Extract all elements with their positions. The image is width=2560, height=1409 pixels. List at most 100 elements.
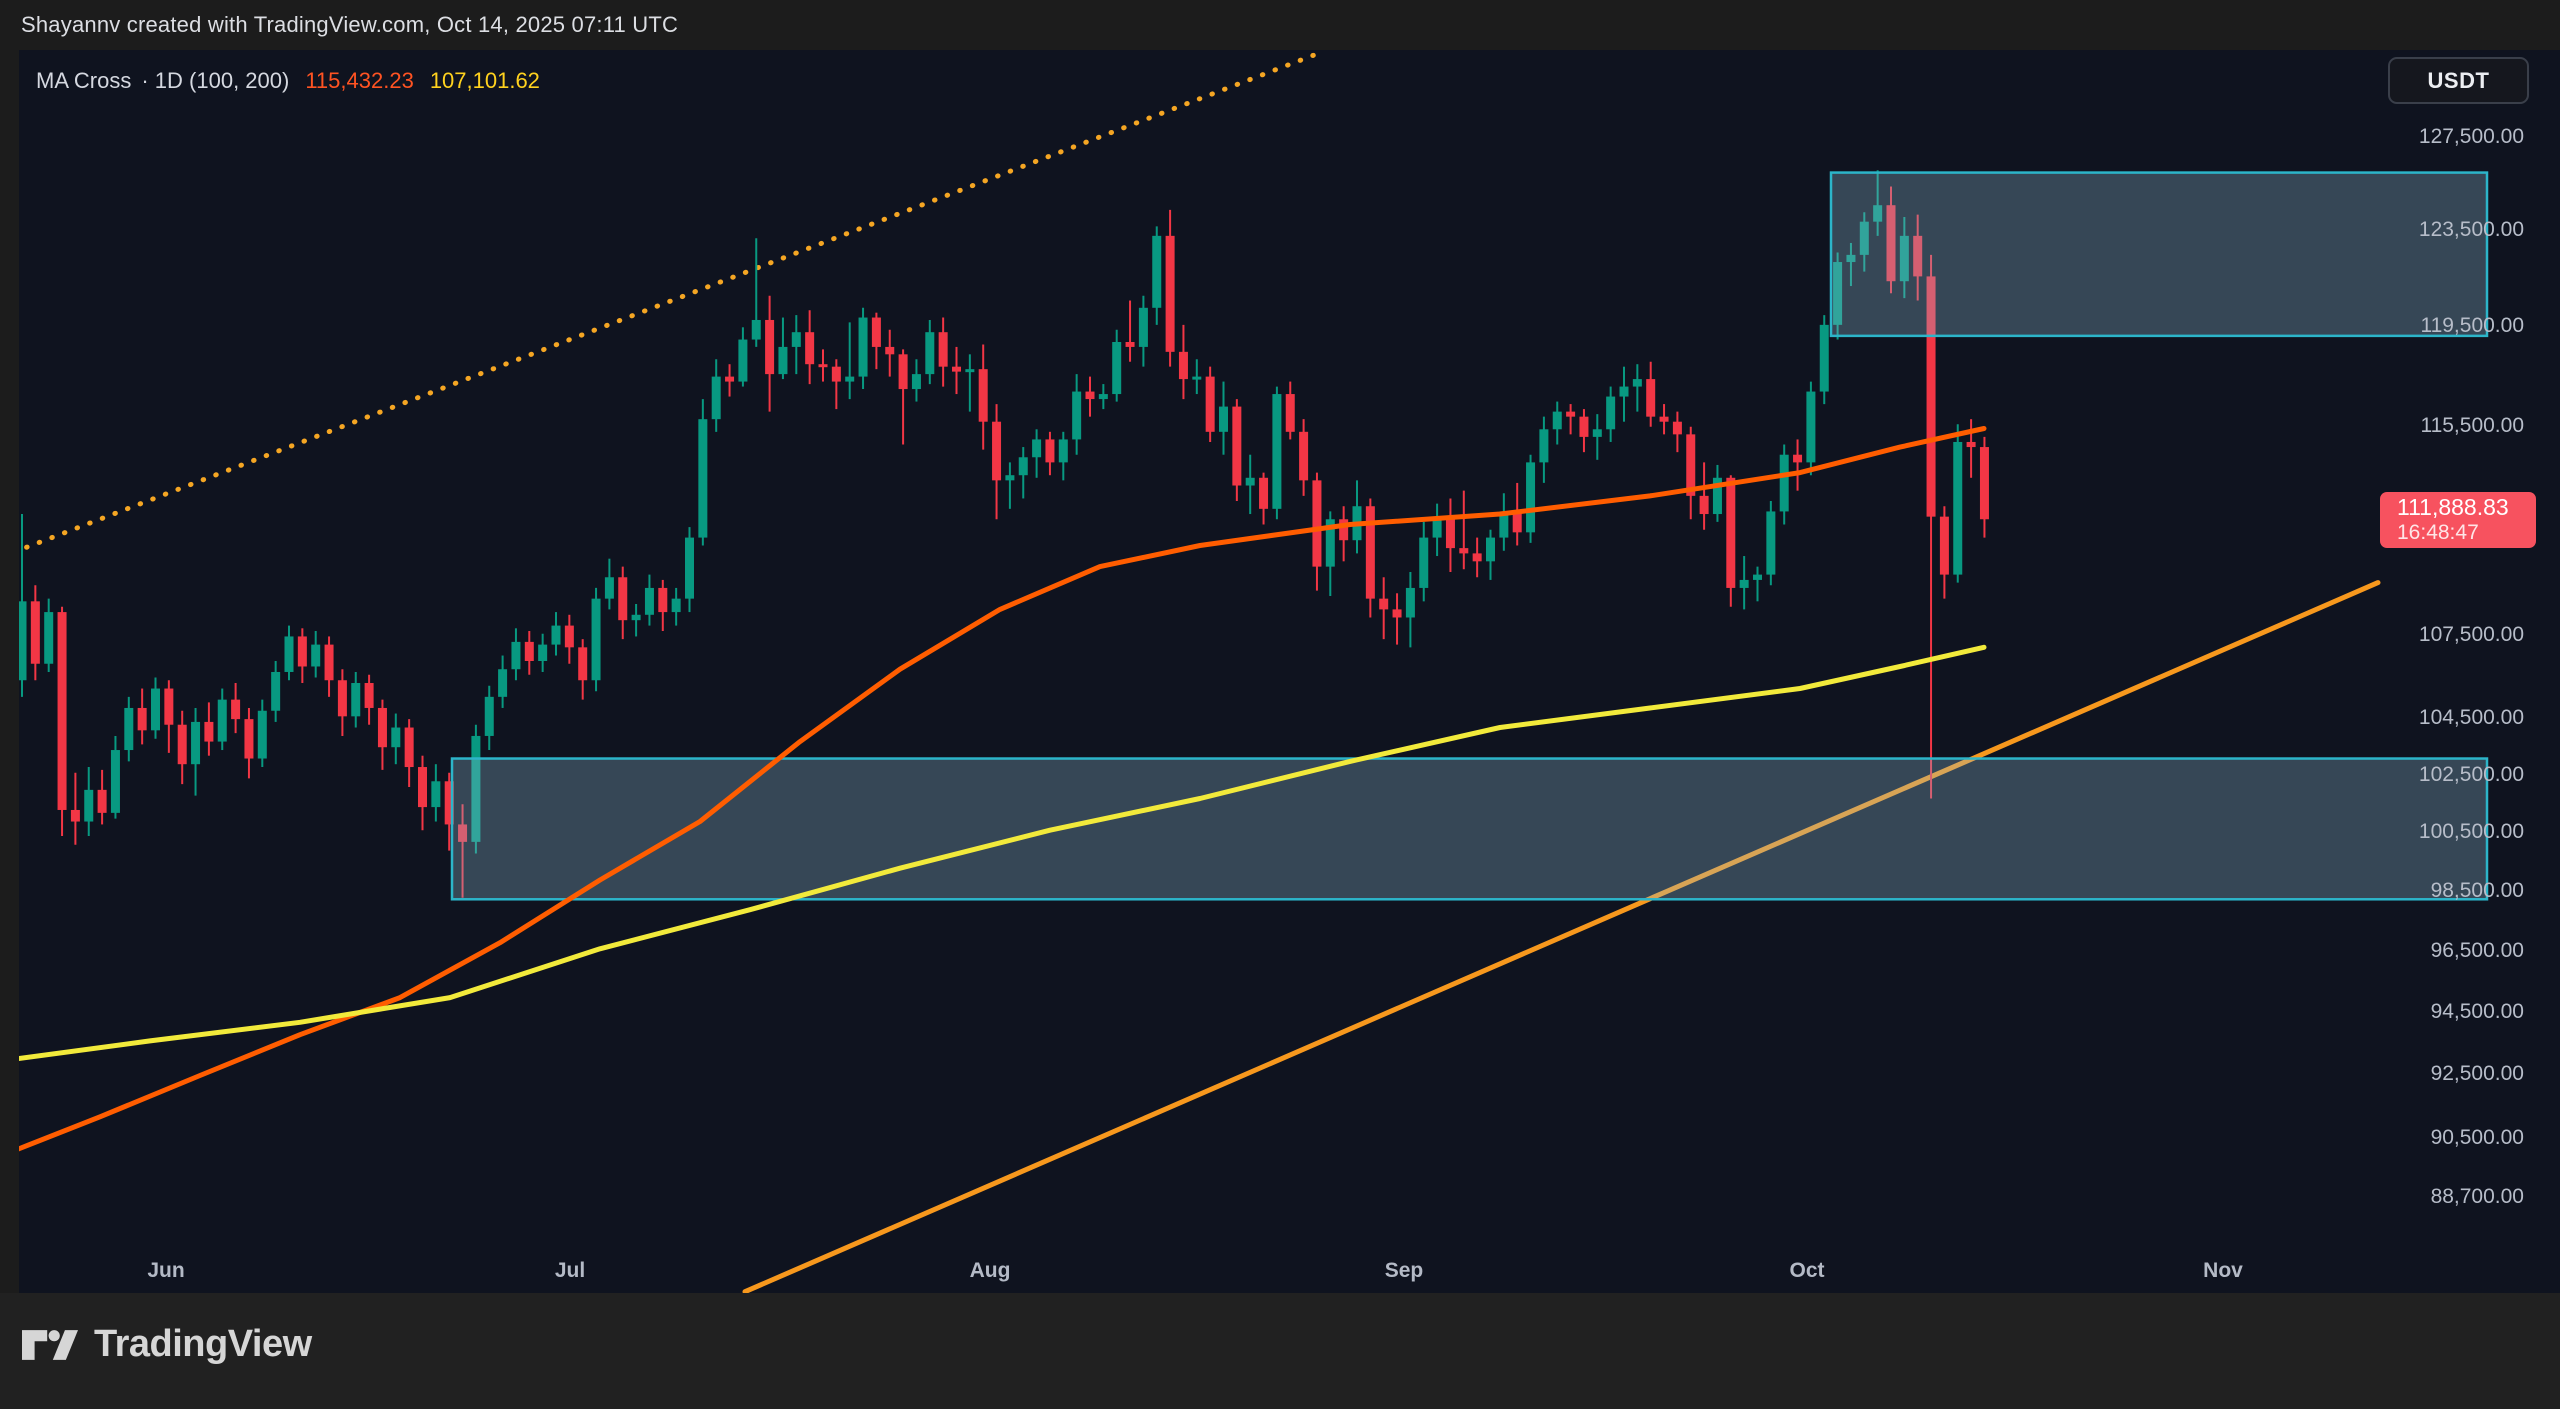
candle — [1098, 384, 1108, 410]
candle — [818, 349, 828, 382]
candle — [1926, 254, 1936, 799]
candle — [671, 587, 681, 626]
candle — [1032, 429, 1042, 478]
candle — [1873, 170, 1883, 236]
candle — [845, 322, 855, 400]
candle — [177, 710, 187, 785]
month-label-jun: Jun — [147, 1259, 185, 1282]
candle — [1445, 498, 1455, 572]
ma100-value: 115,432.23 — [305, 68, 414, 93]
candle — [711, 359, 721, 432]
candle — [631, 604, 641, 637]
candle — [351, 671, 361, 728]
candle — [1579, 409, 1589, 453]
candle — [284, 625, 294, 681]
candle — [337, 669, 347, 736]
month-label-jul: Jul — [554, 1259, 586, 1282]
supply-zone[interactable] — [1829, 171, 2489, 338]
candle — [110, 735, 120, 819]
candle — [1432, 503, 1442, 557]
candle — [1272, 386, 1282, 520]
candle — [1606, 386, 1616, 442]
price-tick-label: 92,500.00 — [2430, 1062, 2524, 1086]
candle — [1005, 462, 1015, 509]
footer-bar: TradingView — [0, 1293, 2560, 1409]
candle — [297, 628, 307, 684]
price-tick-label: 123,500.00 — [2418, 218, 2524, 242]
candle — [1979, 436, 1989, 538]
candle — [1686, 426, 1696, 520]
candle — [831, 359, 841, 410]
month-label-nov: Nov — [2203, 1259, 2243, 1282]
candle — [938, 317, 948, 387]
candle — [738, 327, 748, 387]
dotted-rising-trendline[interactable] — [19, 50, 1325, 553]
candle — [538, 633, 548, 672]
price-chart-canvas[interactable] — [19, 50, 2560, 1293]
last-price-value: 111,888.83 — [2397, 494, 2509, 521]
candle — [858, 307, 868, 390]
candle — [84, 767, 94, 837]
candle — [1245, 454, 1255, 515]
candle — [1299, 419, 1309, 496]
candle — [444, 772, 454, 851]
price-tick-label: 100,500.00 — [2418, 820, 2524, 844]
candle — [1152, 226, 1162, 325]
candle — [1459, 490, 1469, 570]
candle — [1405, 571, 1415, 648]
candle — [1552, 401, 1562, 445]
price-tick-label: 119,500.00 — [2420, 314, 2524, 338]
header-bar: Shayannv created with TradingView.com, O… — [0, 0, 2560, 48]
candle — [1325, 511, 1335, 596]
candle — [1072, 374, 1082, 455]
candle — [1806, 381, 1816, 476]
ma100-line[interactable] — [19, 426, 1987, 1153]
candle — [19, 514, 27, 697]
candle — [324, 636, 334, 697]
candle — [30, 585, 40, 681]
candle — [1766, 501, 1776, 586]
candle — [1726, 475, 1736, 607]
bar-countdown: 16:48:47 — [2397, 520, 2479, 544]
candle — [271, 661, 281, 722]
indicator-legend[interactable]: MA Cross · 1D (100, 200) 115,432.23 107,… — [36, 68, 540, 94]
candle — [578, 639, 588, 700]
candle — [1526, 454, 1536, 543]
ma200-line[interactable] — [19, 644, 1987, 1062]
last-price-badge: 111,888.83 16:48:47 — [2380, 491, 2536, 548]
month-label-aug: Aug — [969, 1259, 1011, 1282]
ma200-value: 107,101.62 — [429, 68, 540, 93]
candle — [1085, 376, 1095, 417]
solid-rising-trendline[interactable] — [742, 580, 2381, 1293]
candle — [978, 344, 988, 450]
candle — [418, 755, 427, 831]
candle — [1739, 556, 1749, 610]
candle — [1646, 361, 1656, 427]
candle — [1753, 566, 1762, 602]
candle — [1205, 366, 1215, 442]
candle — [1219, 381, 1228, 455]
candle — [658, 579, 668, 632]
candle — [1125, 300, 1135, 362]
candle — [1672, 411, 1682, 453]
candle — [137, 688, 147, 745]
candle — [311, 631, 321, 678]
candle — [1192, 359, 1202, 395]
candle — [1793, 439, 1803, 491]
candle — [1472, 537, 1482, 578]
candle — [244, 707, 254, 779]
currency-toggle-button[interactable]: USDT — [2388, 57, 2529, 104]
indicator-params: · 1D (100, 200) — [141, 68, 290, 93]
candle — [1178, 324, 1188, 400]
candle — [1112, 329, 1122, 402]
candle — [751, 238, 761, 347]
price-tick-label: 96,500.00 — [2430, 938, 2524, 962]
demand-zone[interactable] — [450, 757, 2489, 901]
tradingview-logo[interactable]: TradingView — [22, 1323, 312, 1366]
candle — [1486, 529, 1495, 580]
candle — [1379, 577, 1389, 640]
candle — [524, 631, 534, 675]
tradingview-logo-text: TradingView — [94, 1323, 312, 1365]
candle — [231, 683, 241, 734]
candle — [1365, 498, 1375, 618]
